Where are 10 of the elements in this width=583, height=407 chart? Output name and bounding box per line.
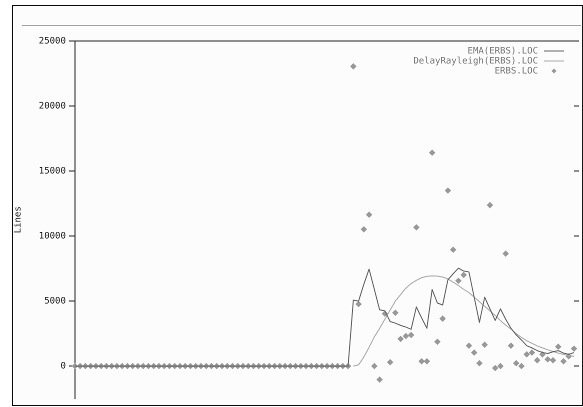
y-tick-label: 15000: [38, 166, 66, 176]
y-tick-label: 25000: [38, 36, 66, 46]
y-tick-label: 20000: [38, 101, 66, 112]
legend-label: EMA(ERBS).LOC: [468, 46, 538, 56]
y-axis-title: Lines: [14, 206, 24, 234]
y-tick-label: 5000: [44, 296, 66, 306]
y-tick-label: 0: [60, 361, 66, 372]
y-tick-label: 10000: [38, 231, 66, 242]
legend-label: ERBS.LOC: [494, 66, 538, 76]
legend-label: DelayRayleigh(ERBS).LOC: [413, 56, 538, 66]
